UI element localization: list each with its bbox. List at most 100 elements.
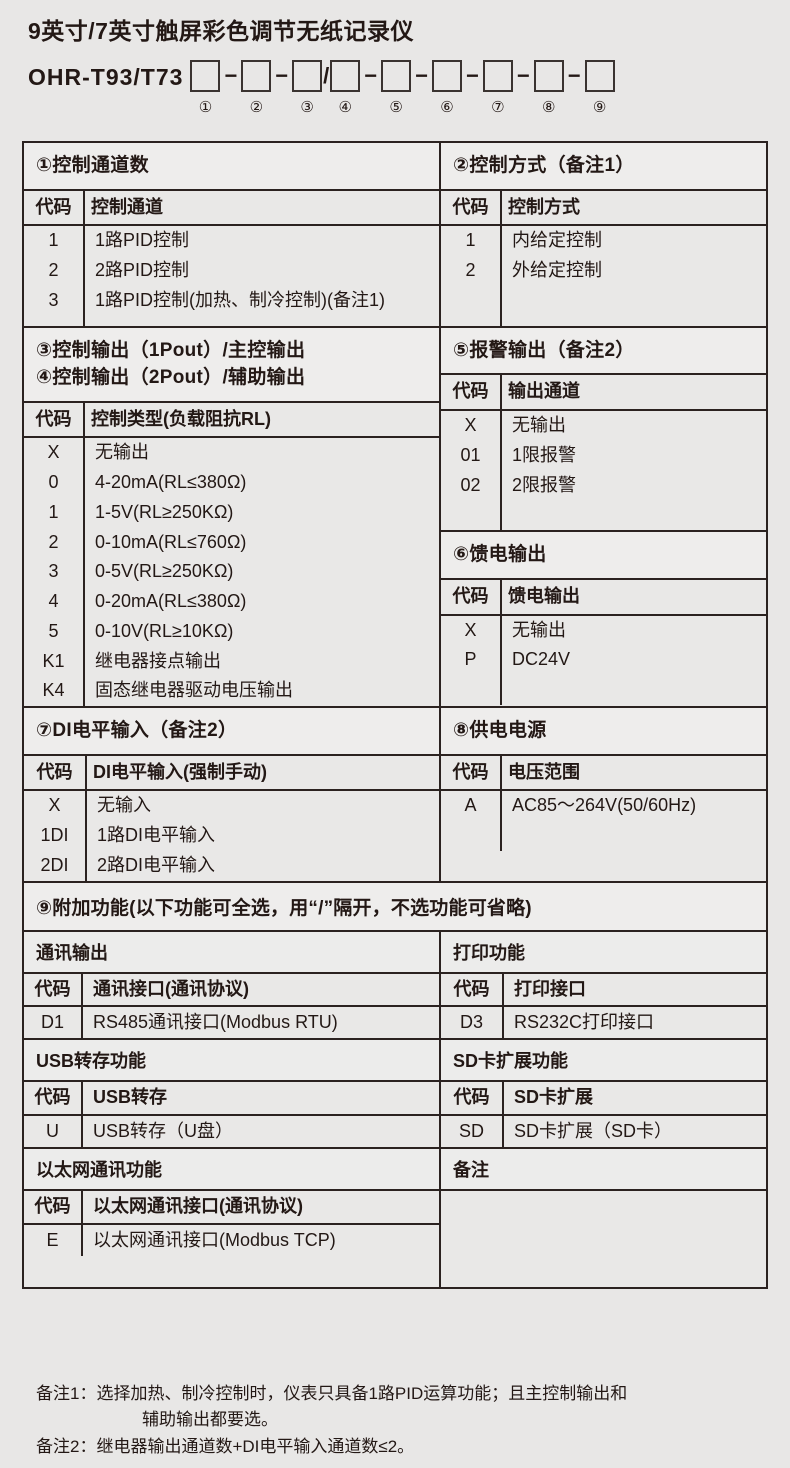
desc-cell: 无输出 bbox=[512, 415, 566, 436]
desc-cell: 2路DI电平输入 bbox=[97, 854, 216, 875]
section-8-title: ⑧供电电源 bbox=[441, 708, 766, 756]
section-34-col-desc: 控制类型(负载阻抗RL) bbox=[84, 402, 439, 439]
section-34-table: 代码 控制类型(负载阻抗RL) X 无输出 0 4-20mA(RL≤380Ω) bbox=[24, 402, 439, 707]
code-index-4: ④ bbox=[338, 98, 352, 116]
model-code-row: OHR-T93/T73 ① − ② − ③ / bbox=[28, 59, 790, 116]
left-column: ①控制通道数 代码 控制通道 1 1路PID控制 2 2路PID控制 bbox=[24, 143, 439, 707]
table-row: 01 1限报警 bbox=[441, 440, 766, 471]
table-row: 1 1-5V(RL≥250KΩ) bbox=[24, 497, 439, 528]
desc-cell: 0-5V(RL≥250KΩ) bbox=[95, 561, 234, 582]
code-box-8[interactable] bbox=[533, 59, 564, 92]
table-row: X 无输出 bbox=[24, 437, 439, 469]
code-cell: 2DI bbox=[24, 850, 87, 881]
table-row: U USB转存（U盘） bbox=[24, 1114, 439, 1148]
footnote-2-label: 备注2： bbox=[36, 1436, 97, 1456]
desc-cell: 固态继电器驱动电压输出 bbox=[95, 680, 293, 701]
table-row: 5 0-10V(RL≥10KΩ) bbox=[24, 616, 439, 647]
code-box-5[interactable] bbox=[381, 59, 412, 92]
col-desc: 以太网通讯接口(通讯协议) bbox=[82, 1191, 439, 1225]
table-row: 1 1路PID控制 bbox=[24, 225, 439, 257]
code-separator-6: − bbox=[466, 62, 479, 88]
code-index-1: ① bbox=[198, 98, 213, 116]
code-box-2[interactable] bbox=[241, 59, 272, 92]
desc-cell: 无输入 bbox=[97, 795, 151, 816]
section-5-col-code: 代码 bbox=[441, 375, 502, 412]
desc-cell: RS232C打印接口 bbox=[514, 1012, 655, 1033]
code-cell: SD bbox=[441, 1114, 504, 1148]
section-7-header-row: 代码 DI电平输入(强制手动) bbox=[24, 755, 439, 792]
group-ethernet-title: 以太网通讯功能 bbox=[24, 1149, 439, 1192]
code-separator-2: − bbox=[275, 62, 289, 88]
desc-cell: AC85～264V(50/60Hz) bbox=[512, 795, 697, 816]
section-5-col-desc: 输出通道 bbox=[501, 375, 766, 412]
section-34-col-code: 代码 bbox=[24, 402, 85, 439]
section-7: ⑦DI电平输入（备注2） 代码 DI电平输入(强制手动) X 无输入 1DI 1… bbox=[24, 708, 439, 881]
model-code-boxes: ① − ② − ③ / ④ − bbox=[190, 59, 615, 116]
section-1-col-code: 代码 bbox=[24, 190, 85, 227]
footnote-1-label: 备注1： bbox=[36, 1384, 97, 1403]
group-remark: 备注 bbox=[439, 1149, 766, 1288]
section-34-header-row: 代码 控制类型(负载阻抗RL) bbox=[24, 402, 439, 439]
code-cell: 02 bbox=[441, 470, 502, 501]
table-row: 1 内给定控制 bbox=[441, 225, 766, 257]
table-row: 0 4-20mA(RL≤380Ω) bbox=[24, 468, 439, 498]
code-cell: 2 bbox=[24, 256, 85, 286]
spacer-row bbox=[441, 520, 766, 531]
section-6: ⑥馈电输出 代码 馈电输出 X 无输出 P DC24V bbox=[441, 532, 766, 706]
code-cell: K4 bbox=[24, 676, 85, 707]
spacer-row bbox=[441, 305, 766, 316]
code-index-2: ② bbox=[249, 98, 264, 116]
spacer-row bbox=[441, 510, 766, 521]
code-index-6: ⑥ bbox=[440, 98, 454, 116]
desc-cell: DC24V bbox=[512, 649, 571, 670]
group-sdcard-table: 代码 SD卡扩展 SD SD卡扩展（SD卡） bbox=[441, 1082, 766, 1148]
col-code: 代码 bbox=[441, 1082, 504, 1116]
footnotes: 备注1： 选择加热、制冷控制时，仪表只具备1路PID运算功能；且主控制输出和 辅… bbox=[36, 1381, 776, 1460]
code-box-1[interactable] bbox=[190, 59, 221, 92]
code-box-3[interactable] bbox=[292, 59, 323, 92]
code-cell: D1 bbox=[24, 1006, 83, 1039]
col-desc: 通讯接口(通讯协议) bbox=[82, 973, 439, 1008]
section-2-col-desc: 控制方式 bbox=[501, 190, 766, 227]
section-2-col-code: 代码 bbox=[441, 190, 502, 227]
code-box-6[interactable] bbox=[432, 59, 462, 92]
section-1-col-desc: 控制通道 bbox=[84, 190, 439, 227]
page-title: 9英寸/7英寸触屏彩色调节无纸记录仪 bbox=[28, 18, 414, 44]
table-row: A AC85～264V(50/60Hz) bbox=[441, 790, 766, 822]
code-cell: 1 bbox=[441, 225, 502, 257]
group-ethernet-table: 代码 以太网通讯接口(通讯协议) E 以太网通讯接口(Modbus TCP) bbox=[24, 1191, 439, 1257]
spacer-row bbox=[441, 831, 766, 842]
section-6-table: 代码 馈电输出 X 无输出 P DC24V bbox=[441, 579, 766, 706]
desc-cell: 2限报警 bbox=[512, 474, 577, 495]
section-5-title: ⑤报警输出（备注2） bbox=[441, 327, 766, 376]
code-slot-7: ⑦ bbox=[482, 59, 513, 116]
table-row: 2 2路PID控制 bbox=[24, 256, 439, 286]
code-box-9[interactable] bbox=[584, 59, 615, 92]
section-8-table: 代码 电压范围 A AC85～264V(50/60Hz) bbox=[441, 755, 766, 852]
desc-cell: 1路DI电平输入 bbox=[97, 825, 216, 846]
col-desc: 打印接口 bbox=[503, 973, 766, 1008]
group-sdcard-title: SD卡扩展功能 bbox=[441, 1040, 766, 1083]
code-index-7: ⑦ bbox=[491, 98, 505, 116]
code-cell: X bbox=[441, 614, 502, 646]
section-1-header-row: 代码 控制通道 bbox=[24, 190, 439, 227]
section-8-col-code: 代码 bbox=[441, 755, 502, 792]
code-cell: X bbox=[24, 437, 85, 469]
footnote-1-text: 选择加热、制冷控制时，仪表只具备1路PID运算功能；且主控制输出和 bbox=[96, 1384, 628, 1403]
section-1-title: ①控制通道数 bbox=[24, 143, 439, 191]
spacer-row bbox=[441, 500, 766, 511]
code-box-7[interactable] bbox=[482, 59, 513, 92]
desc-cell: 1路PID控制(加热、制冷控制)(备注1) bbox=[95, 289, 386, 310]
desc-cell: 无输出 bbox=[512, 619, 566, 640]
section-7-title: ⑦DI电平输入（备注2） bbox=[24, 708, 439, 756]
code-box-4[interactable] bbox=[330, 59, 361, 92]
code-index-8: ⑧ bbox=[541, 98, 556, 116]
code-cell: 1 bbox=[24, 497, 85, 528]
model-name: OHR-T93/T73 bbox=[28, 63, 184, 90]
table-row: 4 0-20mA(RL≤380Ω) bbox=[24, 587, 439, 617]
code-cell: 0 bbox=[24, 468, 85, 498]
code-slot-8: ⑧ bbox=[533, 59, 564, 116]
desc-cell: 0-10V(RL≥10KΩ) bbox=[95, 620, 234, 641]
group-header-row: 代码 以太网通讯接口(通讯协议) bbox=[24, 1191, 439, 1225]
